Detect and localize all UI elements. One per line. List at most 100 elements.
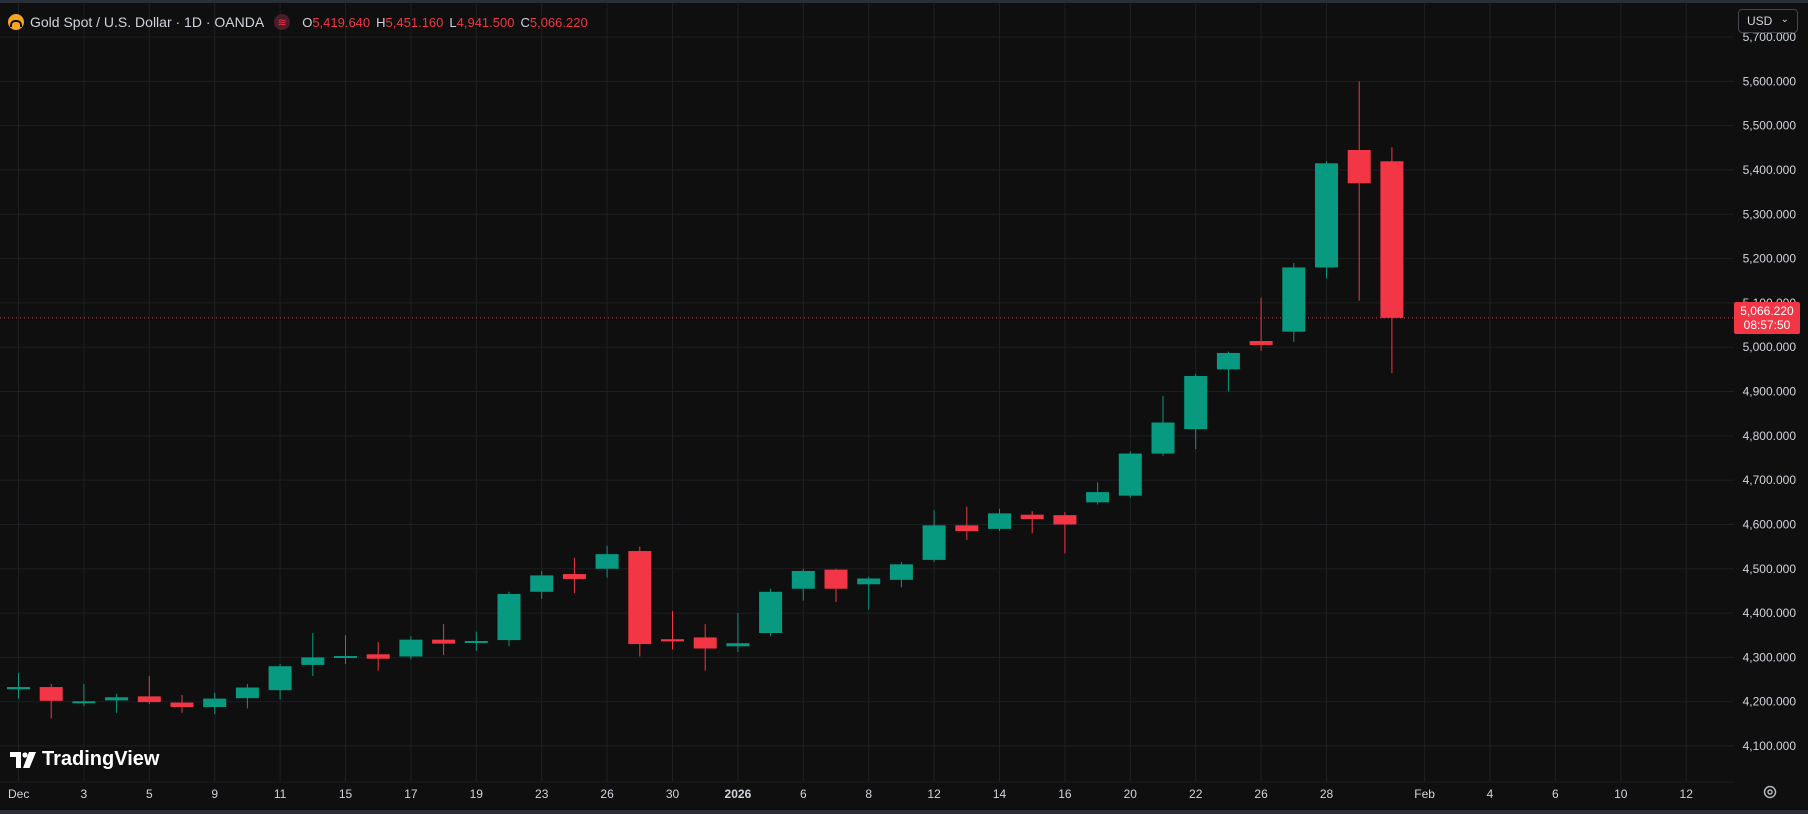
y-tick-label: 5,500.000 [1743, 119, 1797, 133]
candle-body [726, 643, 750, 647]
tradingview-wordmark: TradingView [42, 748, 160, 770]
tradingview-mark-icon [10, 751, 36, 768]
candle [530, 570, 554, 599]
candle [1347, 81, 1371, 301]
y-tick-label: 5,700.000 [1743, 30, 1797, 44]
candle [334, 635, 357, 665]
x-tick-label: 6 [800, 787, 807, 801]
candle [137, 675, 161, 704]
candle-body [497, 594, 521, 641]
x-tick-label: 4 [1487, 787, 1494, 801]
y-tick-label: 4,400.000 [1743, 606, 1797, 620]
candle [693, 624, 717, 671]
candle [1216, 351, 1240, 392]
price-axis[interactable]: 4,100.000 4,200.000 4,300.000 4,400.000 4,50… [1743, 30, 1797, 753]
candle-body [334, 656, 357, 659]
candle-body [1347, 150, 1371, 184]
candle-body [1151, 422, 1175, 454]
bar-countdown: 08:57:50 [1743, 317, 1791, 332]
candle [726, 613, 750, 653]
x-tick-label: 22 [1189, 787, 1203, 801]
bottom-border [0, 810, 1808, 814]
x-tick-label: 23 [535, 787, 549, 801]
y-tick-label: 4,100.000 [1743, 739, 1797, 753]
tradingview-logo[interactable]: TradingView [10, 748, 159, 771]
candle-body [301, 657, 325, 665]
currency-label: USD [1747, 14, 1773, 28]
time-axis[interactable]: Dec 3 5 9 11 15 17 19 23 26 30 2026 6 8 12 14 16 20 22 26 28… [8, 787, 1693, 801]
top-border [0, 0, 1808, 3]
candle-body [1053, 515, 1077, 525]
candle [170, 695, 194, 713]
y-tick-label: 5,200.000 [1743, 252, 1797, 266]
y-tick-label: 4,900.000 [1743, 385, 1797, 399]
candle [922, 510, 946, 563]
candle [7, 672, 30, 699]
candle [1118, 451, 1142, 498]
candle-body [1249, 340, 1273, 345]
candle-body [1315, 163, 1338, 268]
candle-body [432, 639, 456, 644]
candle-body [530, 575, 554, 592]
x-tick-label: 12 [1680, 787, 1694, 801]
y-tick-label: 4,200.000 [1743, 695, 1797, 709]
candle-body [235, 687, 259, 699]
candle-body [922, 525, 946, 560]
currency-select[interactable]: USD ⌄ [1738, 9, 1798, 33]
candle-body [595, 554, 619, 569]
candle-body [791, 570, 815, 589]
exchange-badge-icon: ≋ [274, 14, 291, 30]
x-tick-label: 3 [81, 787, 88, 801]
x-tick-label: 15 [339, 787, 353, 801]
candle [661, 610, 684, 650]
candle-body [1086, 492, 1110, 503]
x-tick-label: 19 [470, 787, 484, 801]
x-tick-label: Dec [8, 787, 29, 801]
candle-body [72, 701, 96, 704]
x-tick-label: Feb [1414, 787, 1435, 801]
x-tick-label: 20 [1124, 787, 1138, 801]
gold-coin-icon [8, 14, 24, 30]
x-tick-label: 11 [274, 787, 287, 801]
candle-body [988, 513, 1011, 529]
candles [7, 81, 1404, 719]
candle [824, 568, 848, 602]
candle-body [464, 640, 488, 643]
candle-body [7, 687, 30, 690]
candle [628, 546, 652, 657]
candle-body [955, 525, 979, 532]
candle-body [1184, 376, 1208, 430]
candle-body [693, 637, 717, 649]
candle-body [889, 564, 913, 580]
candle [1315, 161, 1338, 279]
candle [1086, 482, 1110, 505]
candle-body [268, 666, 292, 691]
candle [759, 588, 783, 637]
settings-gear-icon[interactable] [1762, 784, 1778, 800]
candle [464, 631, 488, 651]
candle [1282, 263, 1306, 342]
candle-body [628, 551, 652, 645]
candle [791, 568, 815, 601]
candle [432, 624, 456, 656]
last-price-tag: 5,066.220 08:57:50 [1734, 301, 1800, 334]
open-label: O [302, 14, 313, 30]
candle [857, 576, 881, 610]
candle-body [1282, 267, 1306, 332]
y-tick-label: 4,300.000 [1743, 650, 1797, 664]
x-tick-label: 26 [1254, 787, 1268, 801]
x-tick-label: 12 [927, 787, 941, 801]
x-tick-label: 6 [1552, 787, 1559, 801]
y-tick-label: 5,600.000 [1743, 74, 1797, 88]
candle [889, 562, 913, 588]
candle-body [1380, 161, 1404, 318]
y-tick-label: 4,700.000 [1743, 473, 1797, 487]
chevron-down-icon: ⌄ [1780, 14, 1789, 25]
candle-body [824, 569, 848, 589]
y-tick-label: 5,300.000 [1743, 207, 1797, 221]
candle [301, 633, 325, 676]
close-label: C [520, 14, 530, 30]
y-tick-label: 5,400.000 [1743, 163, 1797, 177]
symbol-title[interactable]: Gold Spot / U.S. Dollar · 1D · OANDA [30, 14, 265, 30]
